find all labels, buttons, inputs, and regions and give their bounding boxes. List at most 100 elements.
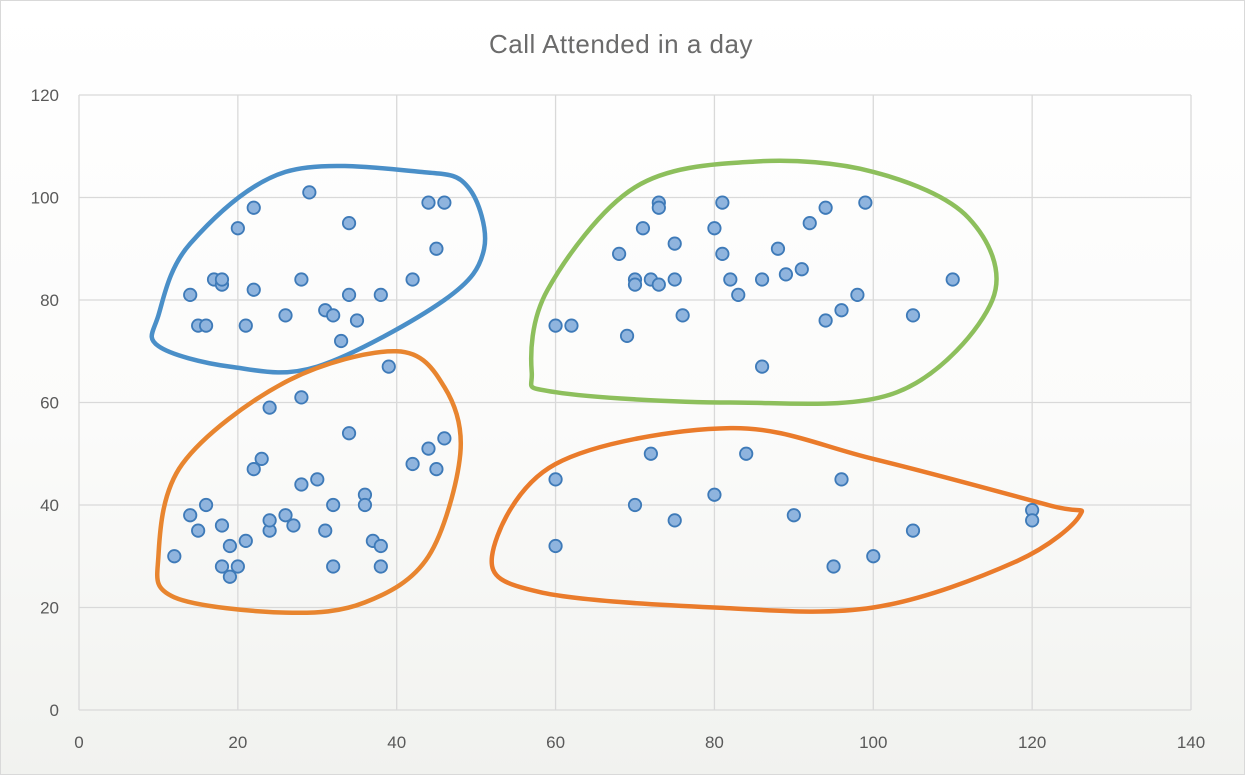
scatter-point [381, 359, 396, 374]
scatter-point [302, 185, 317, 200]
scatter-point [826, 559, 841, 574]
scatter-point [222, 569, 238, 584]
scatter-point [198, 318, 214, 333]
scatter-point [254, 451, 269, 466]
scatter-point [723, 272, 738, 287]
scatter-point [278, 308, 293, 323]
scatter-point [246, 462, 261, 477]
scatter-point [405, 456, 420, 472]
scatter-point [334, 333, 349, 349]
scatter-point [373, 287, 388, 302]
scatter-point [675, 308, 690, 323]
scatter-point [818, 313, 833, 328]
x-tick-label: 60 [546, 733, 565, 752]
scatter-point [357, 497, 373, 513]
scatter-point [651, 277, 666, 292]
scatter-point [858, 195, 873, 210]
scatter-point [635, 221, 651, 236]
scatter-point [421, 441, 436, 456]
cluster-outline [528, 158, 999, 407]
scatter-point [818, 200, 833, 215]
x-tick-label: 80 [705, 733, 724, 752]
y-tick-label: 120 [31, 86, 59, 105]
scatter-point [667, 272, 682, 287]
y-axis-tick-labels: 0 20 40 60 80 100 120 [31, 86, 59, 720]
scatter-point [246, 282, 261, 297]
scatter-point [778, 267, 794, 282]
gridlines [78, 94, 1192, 711]
scatter-point [739, 446, 754, 461]
scatter-point [627, 277, 643, 292]
data-points [167, 185, 1040, 584]
scatter-point [754, 359, 770, 374]
scatter-point [834, 303, 849, 318]
scatter-point [262, 513, 277, 528]
y-tick-label: 60 [40, 394, 59, 413]
scatter-point [262, 400, 277, 415]
y-tick-label: 100 [31, 189, 59, 208]
scatter-point [437, 195, 452, 210]
scatter-point [651, 200, 666, 215]
y-tick-label: 20 [40, 599, 59, 618]
y-tick-label: 40 [40, 496, 59, 515]
scatter-point [294, 272, 309, 287]
scatter-point [437, 431, 452, 446]
scatter-point [619, 328, 635, 343]
scatter-point [945, 272, 960, 287]
scatter-point [667, 236, 682, 251]
scatter-point [405, 272, 420, 287]
x-tick-label: 100 [859, 733, 887, 752]
chart-title: Call Attended in a day [489, 29, 753, 59]
scatter-point [326, 559, 341, 574]
scatter-point [707, 487, 722, 502]
scatter-point [612, 246, 627, 261]
scatter-point [326, 497, 341, 513]
scatter-point [754, 272, 770, 287]
x-axis-tick-labels: 0 20 40 60 80 100 120 140 [74, 733, 1205, 752]
x-tick-label: 40 [387, 733, 406, 752]
cluster-outline [149, 163, 488, 375]
cluster-outline [155, 349, 464, 616]
scatter-point [834, 472, 849, 487]
scatter-point [341, 216, 357, 231]
scatter-point [548, 472, 563, 487]
scatter-point [770, 241, 786, 256]
scatter-point [222, 538, 238, 554]
scatter-point [183, 287, 198, 302]
scatter-point [715, 195, 730, 210]
scatter-point [667, 513, 682, 528]
scatter-point [310, 472, 325, 487]
scatter-point [294, 477, 309, 492]
scatter-point [429, 462, 444, 477]
x-tick-label: 140 [1177, 733, 1205, 752]
cluster-outlines [149, 158, 1085, 616]
cluster-outline [489, 425, 1085, 614]
scatter-point [1025, 513, 1040, 528]
scatter-point [230, 221, 245, 236]
scatter-point [214, 272, 230, 287]
scatter-point [564, 318, 579, 333]
x-tick-label: 20 [228, 733, 247, 752]
scatter-point [715, 246, 730, 261]
scatter-point [167, 549, 182, 564]
scatter-point [627, 497, 643, 513]
scatter-point [373, 538, 388, 554]
scatter-point [794, 262, 809, 277]
scatter-point [341, 426, 357, 441]
scatter-point [866, 549, 881, 564]
scatter-point [238, 533, 253, 548]
scatter-point [707, 221, 722, 236]
scatter-point [198, 497, 214, 513]
scatter-point [341, 287, 357, 302]
scatter-point [286, 518, 301, 533]
scatter-point [802, 216, 817, 231]
scatter-point [850, 287, 865, 302]
x-tick-label: 0 [74, 733, 83, 752]
scatter-point [643, 446, 658, 461]
y-tick-label: 80 [40, 291, 59, 310]
scatter-point [905, 523, 921, 538]
scatter-point [214, 559, 230, 574]
scatter-point [278, 508, 293, 523]
scatter-point [214, 518, 230, 533]
